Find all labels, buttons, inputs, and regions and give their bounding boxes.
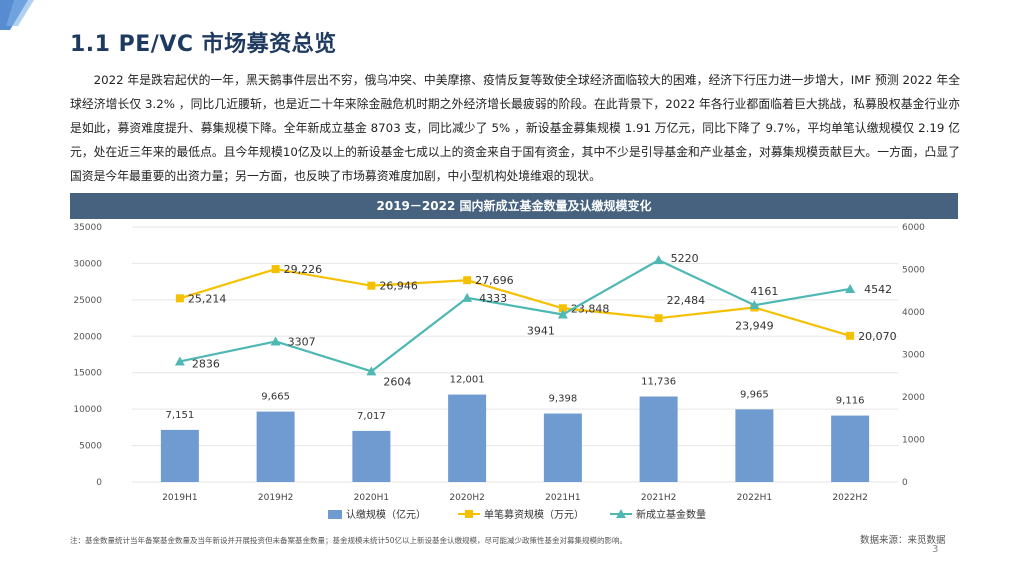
left-axis-tick-label: 0 bbox=[96, 478, 102, 488]
x-axis-tick-label: 2021H2 bbox=[641, 493, 676, 503]
bar-data-label: 7,017 bbox=[357, 411, 386, 422]
chart-container: 0 5000 10000 15000 20000 25000 30000 35000 0 1000… bbox=[70, 219, 958, 529]
chart-title: 2019－2022 国内新成立基金数量及认缴规模变化 bbox=[70, 193, 958, 219]
bar-data-label: 11,736 bbox=[641, 376, 676, 387]
right-axis-tick-label: 3000 bbox=[902, 351, 925, 361]
bar-data-label: 9,398 bbox=[549, 394, 578, 405]
right-axis-tick-label: 5000 bbox=[902, 266, 925, 276]
left-axis-tick-label: 15000 bbox=[73, 369, 102, 379]
x-axis-tick-label: 2022H2 bbox=[832, 493, 867, 503]
right-axis-tick-label: 0 bbox=[902, 478, 908, 488]
legend-marker-line2 bbox=[616, 509, 626, 518]
bar bbox=[543, 413, 582, 482]
bar-data-label: 9,116 bbox=[836, 396, 865, 407]
series-line-fund-count bbox=[179, 259, 851, 373]
line-data-label: 5220 bbox=[671, 252, 699, 265]
point-fund-count bbox=[557, 309, 568, 319]
left-axis-tick-label: 30000 bbox=[73, 259, 102, 269]
line-data-label: 2836 bbox=[192, 357, 220, 370]
bar-data-label: 9,665 bbox=[261, 392, 290, 403]
left-axis-tick-label: 5000 bbox=[79, 442, 102, 452]
bar-data-label: 12,001 bbox=[450, 375, 485, 386]
point-fund-count bbox=[462, 292, 473, 302]
bar bbox=[735, 409, 774, 482]
series-line-single-amount bbox=[179, 267, 851, 337]
legend-label: 新成立基金数量 bbox=[636, 508, 706, 521]
line-data-label: 22,484 bbox=[667, 294, 706, 307]
line-data-label: 27,696 bbox=[475, 274, 514, 287]
left-axis-tick-label: 10000 bbox=[73, 405, 102, 415]
right-axis-tick-label: 4000 bbox=[902, 308, 925, 318]
left-axis-tick-label: 20000 bbox=[73, 332, 102, 342]
bar bbox=[831, 415, 870, 482]
x-axis-tick-label: 2019H1 bbox=[162, 493, 197, 503]
right-axis-tick-label: 2000 bbox=[902, 393, 925, 403]
right-axis-tick-label: 6000 bbox=[902, 223, 925, 233]
bar-data-label: 9,965 bbox=[740, 389, 769, 400]
footnote: 注：基金数量统计当年备案基金数量及当年新设并开展投资但未备案基金数量；基金规模未… bbox=[70, 536, 628, 545]
line-data-label: 23,848 bbox=[571, 302, 610, 315]
line-data-label: 26,946 bbox=[379, 280, 418, 293]
legend-label: 认缴规模（亿元） bbox=[346, 508, 426, 521]
left-axis-tick-label: 25000 bbox=[73, 296, 102, 306]
point-single-amount bbox=[463, 276, 472, 285]
line-data-label: 3941 bbox=[527, 325, 555, 338]
point-fund-count bbox=[270, 336, 281, 346]
bar-data-label: 7,151 bbox=[166, 410, 195, 421]
point-fund-count bbox=[174, 356, 185, 366]
line-data-label: 25,214 bbox=[188, 292, 227, 305]
point-fund-count bbox=[366, 366, 377, 376]
x-axis-tick-label: 2020H1 bbox=[354, 493, 389, 503]
line-data-label: 20,070 bbox=[858, 330, 897, 343]
data-source: 数据来源：来觅数据 bbox=[860, 535, 946, 546]
page-number: 3 bbox=[932, 544, 939, 555]
x-axis-tick-label: 2021H1 bbox=[545, 493, 580, 503]
point-single-amount bbox=[654, 314, 663, 323]
point-fund-count bbox=[845, 283, 856, 293]
x-axis-tick-label: 2019H2 bbox=[258, 493, 293, 503]
left-axis-tick-label: 35000 bbox=[73, 223, 102, 233]
intro-paragraph: 2022 年是跌宕起伏的一年，黑天鹅事件层出不穷，俄乌冲突、中美摩擦、疫情反复等… bbox=[70, 73, 960, 183]
right-axis-tick-label: 1000 bbox=[902, 436, 925, 446]
line-data-label: 23,949 bbox=[735, 320, 774, 333]
x-axis-tick-label: 2022H1 bbox=[737, 493, 772, 503]
page-title: 1.1 PE/VC 市场募资总览 bbox=[70, 32, 337, 57]
legend-label: 单笔募资规模（万元） bbox=[484, 508, 584, 521]
legend-swatch-bar bbox=[328, 510, 342, 519]
point-single-amount bbox=[846, 331, 855, 340]
point-single-amount bbox=[175, 294, 184, 303]
bar bbox=[448, 394, 487, 482]
bar bbox=[256, 411, 295, 482]
x-axis-tick-label: 2020H2 bbox=[449, 493, 484, 503]
line-data-label: 4161 bbox=[750, 285, 778, 298]
bar bbox=[160, 429, 199, 482]
line-data-label: 3307 bbox=[288, 335, 316, 348]
point-single-amount bbox=[558, 304, 567, 313]
chart-svg: 0 5000 10000 15000 20000 25000 30000 35000 0 1000… bbox=[73, 223, 925, 521]
legend-marker-line1 bbox=[465, 510, 473, 518]
corner-logo bbox=[0, 0, 40, 40]
point-single-amount bbox=[271, 265, 280, 274]
bar bbox=[352, 430, 391, 482]
line-data-label: 29,226 bbox=[284, 263, 323, 276]
line-data-label: 4333 bbox=[479, 292, 507, 305]
point-fund-count bbox=[653, 255, 664, 265]
line-data-label: 4542 bbox=[864, 283, 892, 296]
line-data-label: 2604 bbox=[383, 375, 411, 388]
bar bbox=[639, 396, 678, 482]
point-fund-count bbox=[749, 300, 760, 310]
point-single-amount bbox=[367, 281, 376, 290]
